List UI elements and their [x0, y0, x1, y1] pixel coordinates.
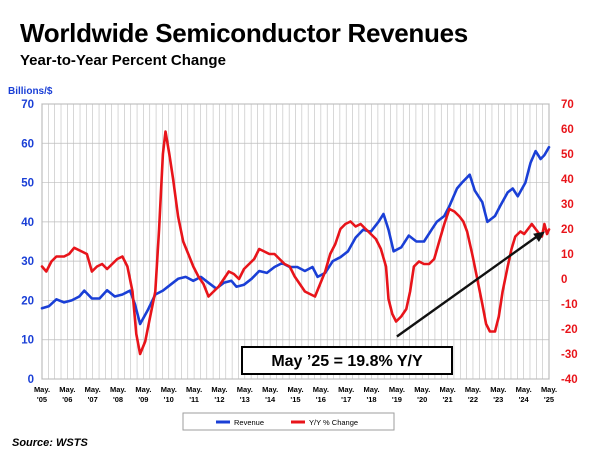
- right-axis-tick-label: -40: [561, 374, 578, 386]
- legend-box: [182, 412, 395, 431]
- x-axis-tick-year: '21: [443, 395, 453, 404]
- left-axis-tick-label: 30: [21, 256, 34, 268]
- x-axis-tick-month: May.: [313, 385, 329, 394]
- x-axis-tick-month: May.: [85, 385, 101, 394]
- right-axis-tick-label: 60: [561, 124, 574, 136]
- x-axis-tick-month: May.: [34, 385, 50, 394]
- right-axis-tick-label: -10: [561, 299, 578, 311]
- x-axis-tick-month: May.: [287, 385, 303, 394]
- right-axis-tick-label: 0: [561, 274, 567, 286]
- gridlines: [41, 103, 550, 380]
- x-axis-tick-month: May.: [516, 385, 532, 394]
- left-axis-tick-label: 10: [21, 335, 34, 347]
- x-axis-tick-month: May.: [465, 385, 481, 394]
- right-axis-tick-label: 10: [561, 249, 574, 261]
- x-axis-tick-year: '08: [113, 395, 123, 404]
- legend-yoy-label: Y/Y % Change: [309, 418, 358, 427]
- x-axis-tick-year: '11: [189, 395, 199, 404]
- x-axis-tick-year: '06: [62, 395, 72, 404]
- right-axis-tick-label: -20: [561, 324, 578, 336]
- right-axis-tick-label: 50: [561, 149, 574, 161]
- source-note: Source: WSTS: [12, 437, 88, 449]
- x-axis-tick-year: '19: [392, 395, 402, 404]
- x-axis-tick-year: '10: [164, 395, 174, 404]
- x-axis-tick-month: May.: [389, 385, 405, 394]
- x-axis-tick-year: '23: [493, 395, 503, 404]
- trend-arrow-shaft: [396, 234, 540, 338]
- x-axis-tick-year: '20: [417, 395, 427, 404]
- x-axis-tick-year: '13: [240, 395, 250, 404]
- x-axis-tick-year: '25: [544, 395, 554, 404]
- annotation-text: May ’25 = 19.8% Y/Y: [271, 353, 423, 370]
- x-axis-tick-month: May.: [363, 385, 379, 394]
- trend-arrow-layer: [396, 231, 545, 338]
- legend: Revenue Y/Y % Change: [182, 412, 395, 431]
- left-axis-ticks: 0 10 20 30 40 50 60 70: [21, 99, 34, 386]
- x-axis-tick-month: May.: [161, 385, 177, 394]
- right-axis-tick-label: 30: [561, 199, 574, 211]
- x-axis-tick-year: '07: [88, 395, 98, 404]
- x-axis-tick-month: May.: [135, 385, 151, 394]
- x-axis-tick-year: '14: [265, 395, 276, 404]
- annotation-box: [241, 346, 453, 375]
- right-axis-tick-label: 20: [561, 224, 574, 236]
- x-axis-tick-month: May.: [262, 385, 278, 394]
- right-axis-ticks: -40 -30 -20 -10 0 10 20 30 40 50 60 70: [561, 99, 578, 386]
- x-axis-tick-month: May.: [59, 385, 75, 394]
- left-axis-tick-label: 20: [21, 295, 34, 307]
- x-axis-tick-year: '17: [341, 395, 351, 404]
- yoy-change-line: [40, 130, 551, 356]
- x-axis-tick-month: May.: [186, 385, 202, 394]
- x-axis-tick-month: May.: [490, 385, 506, 394]
- right-axis-tick-label: 70: [561, 99, 574, 111]
- x-axis-tick-month: May.: [541, 385, 557, 394]
- x-axis-tick-year: '15: [290, 395, 300, 404]
- left-axis-tick-label: 0: [28, 374, 34, 386]
- trend-arrow-head: [533, 231, 545, 242]
- x-axis-tick-month: May.: [440, 385, 456, 394]
- x-axis-tick-year: '24: [519, 395, 530, 404]
- left-axis-tick-label: 60: [21, 138, 34, 150]
- x-axis-tick-year: '18: [366, 395, 376, 404]
- left-axis-tick-label: 50: [21, 178, 34, 190]
- plot-series: [40, 130, 551, 356]
- left-axis-tick-label: 70: [21, 99, 34, 111]
- x-axis-tick-year: '09: [138, 395, 148, 404]
- x-axis-tick-month: May.: [211, 385, 227, 394]
- chart-subtitle: Year-to-Year Percent Change: [20, 52, 226, 69]
- right-axis-tick-label: -30: [561, 349, 578, 361]
- right-axis-tick-label: 40: [561, 174, 574, 186]
- annotation-box-group: May ’25 = 19.8% Y/Y: [241, 346, 453, 375]
- x-axis-ticks: May.'05May.'06May.'07May.'08May.'09May.'…: [34, 385, 557, 404]
- x-axis-tick-month: May.: [110, 385, 126, 394]
- left-axis-tick-label: 40: [21, 217, 34, 229]
- x-axis-tick-year: '16: [316, 395, 326, 404]
- x-axis-tick-month: May.: [338, 385, 354, 394]
- x-axis-tick-year: '12: [214, 395, 224, 404]
- x-axis-tick-year: '05: [37, 395, 47, 404]
- x-axis-tick-month: May.: [414, 385, 430, 394]
- x-axis-tick-month: May.: [237, 385, 253, 394]
- x-axis-tick-year: '22: [468, 395, 478, 404]
- left-axis-unit-label: Billions/$: [8, 86, 53, 97]
- chart-title: Worldwide Semiconductor Revenues: [20, 18, 468, 48]
- legend-revenue-label: Revenue: [234, 418, 264, 427]
